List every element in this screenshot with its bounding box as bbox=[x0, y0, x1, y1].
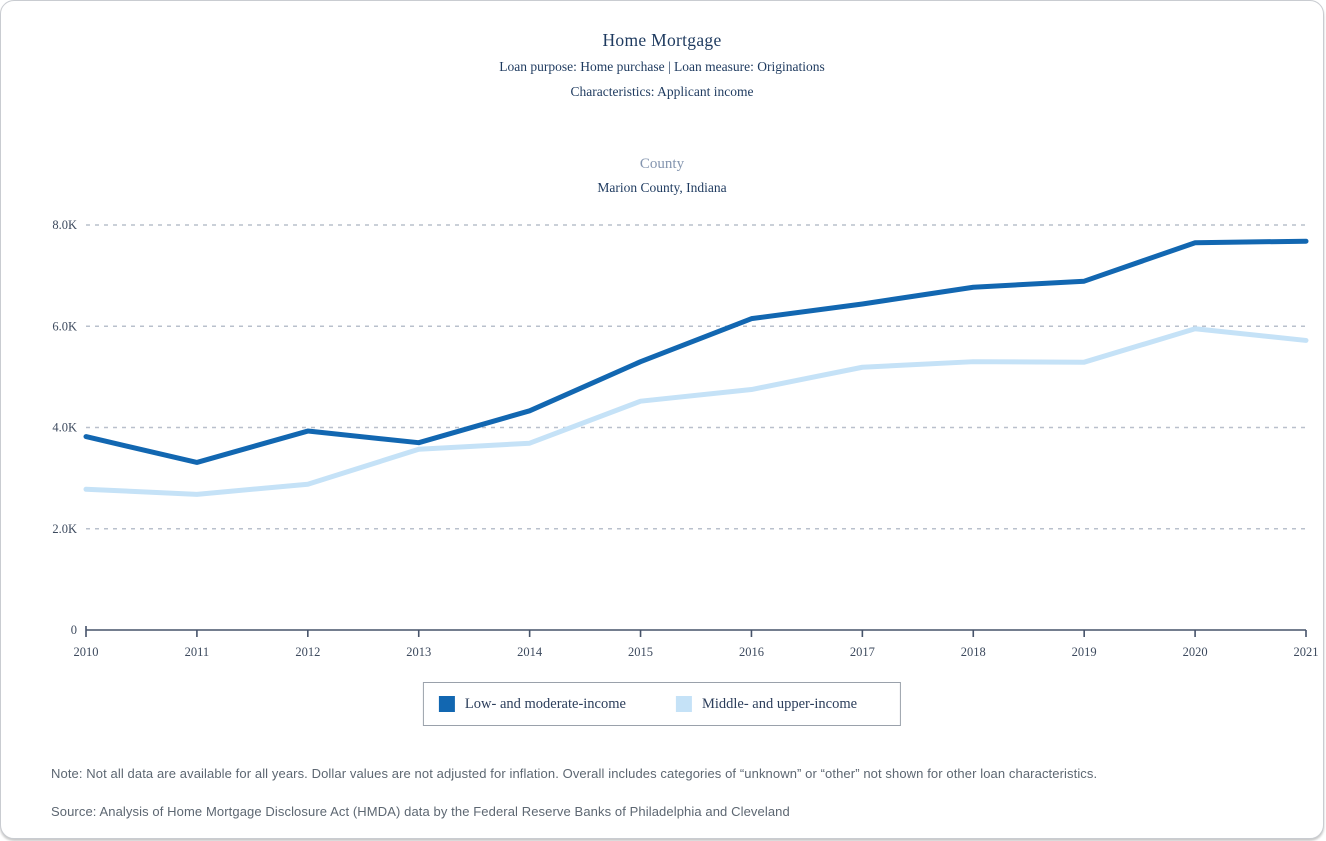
page-title: Home Mortgage bbox=[602, 30, 722, 50]
x-tick-label: 2014 bbox=[517, 645, 543, 659]
y-tick-label: 4.0K bbox=[52, 421, 77, 435]
legend-entry-middle-upper-income: Middle- and upper-income bbox=[675, 695, 858, 713]
chart-subtitle-characteristics: Characteristics: Applicant income bbox=[570, 84, 754, 99]
chart-subtitle-loan: Loan purpose: Home purchase | Loan measu… bbox=[499, 59, 825, 74]
legend-entry-low-moderate-income: Low- and moderate-income bbox=[438, 695, 626, 713]
series-line-1 bbox=[83, 238, 1309, 465]
legend-label: Middle- and upper-income bbox=[701, 695, 858, 712]
x-tick-label: 2015 bbox=[628, 645, 653, 659]
x-tick-label: 2012 bbox=[295, 645, 320, 659]
x-tick-label: 2016 bbox=[739, 645, 764, 659]
x-tick-label: 2017 bbox=[850, 645, 875, 659]
x-tick-label: 2011 bbox=[185, 645, 210, 659]
x-tick-label: 2018 bbox=[961, 645, 986, 659]
y-tick-label: 8.0K bbox=[52, 218, 77, 232]
y-tick-label: 6.0K bbox=[52, 319, 77, 333]
x-tick-label: 2013 bbox=[406, 645, 431, 659]
geo-level-label: County bbox=[639, 156, 685, 172]
legend-swatch-dark-blue bbox=[438, 696, 455, 712]
legend-swatch-light-blue bbox=[675, 696, 692, 712]
source-text: Source: Analysis of Home Mortgage Disclo… bbox=[51, 804, 790, 819]
chart-legend: Low- and moderate-income Middle- and upp… bbox=[422, 682, 902, 726]
x-tick-label: 2019 bbox=[1072, 645, 1097, 659]
x-tick-label: 2021 bbox=[1294, 645, 1319, 659]
x-tick-label: 2010 bbox=[74, 645, 99, 659]
note-text: Note: Not all data are available for all… bbox=[51, 766, 1098, 781]
x-tick-label: 2020 bbox=[1183, 645, 1208, 659]
geo-name: Marion County, Indiana bbox=[597, 180, 727, 195]
series-line-2 bbox=[83, 326, 1309, 497]
y-tick-label: 0 bbox=[71, 623, 77, 637]
y-tick-label: 2.0K bbox=[52, 522, 77, 536]
legend-label: Low- and moderate-income bbox=[464, 695, 626, 712]
